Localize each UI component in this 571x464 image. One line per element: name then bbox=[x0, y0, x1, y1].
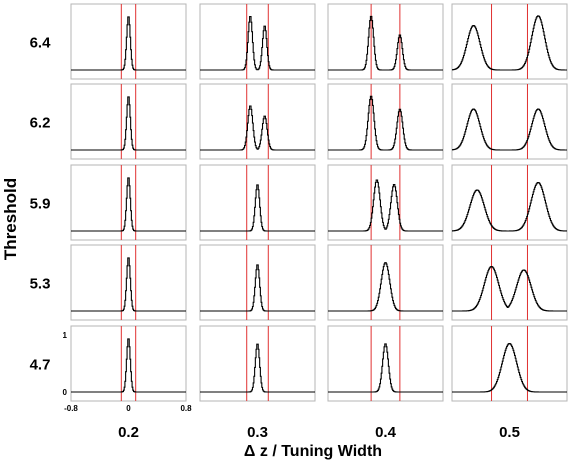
row-label: 6.4 bbox=[30, 35, 52, 52]
panel-frame bbox=[199, 244, 316, 321]
distribution-curve bbox=[328, 262, 443, 312]
distribution-curve bbox=[452, 15, 567, 71]
column-label: 0.2 bbox=[118, 424, 139, 441]
panel-frame bbox=[327, 3, 444, 80]
column-label: 0.3 bbox=[247, 424, 268, 441]
panel bbox=[199, 164, 316, 241]
panel bbox=[451, 325, 568, 402]
panel-frame bbox=[70, 3, 187, 80]
x-tick-label: -0.8 bbox=[64, 404, 78, 413]
panel bbox=[451, 3, 568, 80]
distribution-curve bbox=[452, 266, 567, 312]
panel-frame bbox=[70, 244, 187, 321]
panel-frame bbox=[70, 325, 187, 402]
panel bbox=[70, 3, 187, 80]
panel-frame bbox=[451, 164, 568, 241]
panel bbox=[327, 83, 444, 160]
panel-grid: 6.4 6.2 5.9 5.3 4.7 0.2 0.3 0.4 0.5 1 0 -0.8 0 0.8 bbox=[30, 3, 568, 441]
panel-frame bbox=[451, 3, 568, 80]
distribution-curve bbox=[328, 179, 443, 232]
panel-frame bbox=[199, 3, 316, 80]
panel bbox=[199, 83, 316, 160]
distribution-curve bbox=[452, 343, 567, 393]
distribution-curve bbox=[200, 343, 315, 393]
y-axis-label: Threshold bbox=[1, 178, 20, 260]
distribution-curve bbox=[71, 177, 186, 232]
panel-frame bbox=[327, 83, 444, 160]
panel-frame bbox=[451, 325, 568, 402]
distribution-curve bbox=[328, 343, 443, 393]
distribution-curve bbox=[328, 95, 443, 151]
panel bbox=[451, 244, 568, 321]
distribution-curve bbox=[328, 15, 443, 71]
panel bbox=[327, 164, 444, 241]
row-label: 4.7 bbox=[30, 357, 51, 374]
column-label: 0.5 bbox=[499, 424, 520, 441]
panel bbox=[199, 244, 316, 321]
panel-frame bbox=[451, 244, 568, 321]
distribution-curve bbox=[452, 182, 567, 232]
panel bbox=[199, 325, 316, 402]
row-label: 5.9 bbox=[30, 196, 51, 213]
panel bbox=[70, 164, 187, 241]
y-tick-label: 1 bbox=[63, 331, 68, 340]
panel bbox=[451, 83, 568, 160]
panel bbox=[70, 244, 187, 321]
distribution-curve bbox=[200, 184, 315, 232]
x-tick-label: 0 bbox=[126, 404, 131, 413]
distribution-curve bbox=[71, 257, 186, 312]
panel-frame bbox=[199, 164, 316, 241]
panel-frame bbox=[327, 164, 444, 241]
distribution-curve bbox=[200, 105, 315, 151]
distribution-curve bbox=[71, 16, 186, 71]
panel bbox=[451, 164, 568, 241]
panel: 1 0 -0.8 0 0.8 bbox=[63, 325, 192, 413]
panel-frame bbox=[327, 244, 444, 321]
panel-frame bbox=[199, 325, 316, 402]
distribution-curve bbox=[71, 338, 186, 393]
distribution-curve bbox=[200, 264, 315, 312]
y-tick-label: 0 bbox=[63, 388, 68, 397]
column-label: 0.4 bbox=[375, 424, 397, 441]
panel-frame bbox=[327, 325, 444, 402]
panel-frame bbox=[70, 83, 187, 160]
panel bbox=[199, 3, 316, 80]
distribution-curve bbox=[71, 96, 186, 151]
panel bbox=[70, 83, 187, 160]
panel bbox=[327, 244, 444, 321]
row-label: 6.2 bbox=[30, 115, 51, 132]
panel-frame bbox=[451, 83, 568, 160]
distribution-curve bbox=[452, 108, 567, 151]
x-axis-label: Δ z / Tuning Width bbox=[244, 443, 382, 460]
row-label: 5.3 bbox=[30, 276, 51, 293]
distribution-curve bbox=[200, 16, 315, 71]
panel-frame bbox=[199, 83, 316, 160]
x-tick-label: 0.8 bbox=[180, 404, 192, 413]
panel bbox=[327, 325, 444, 402]
panel bbox=[327, 3, 444, 80]
panel-frame bbox=[70, 164, 187, 241]
